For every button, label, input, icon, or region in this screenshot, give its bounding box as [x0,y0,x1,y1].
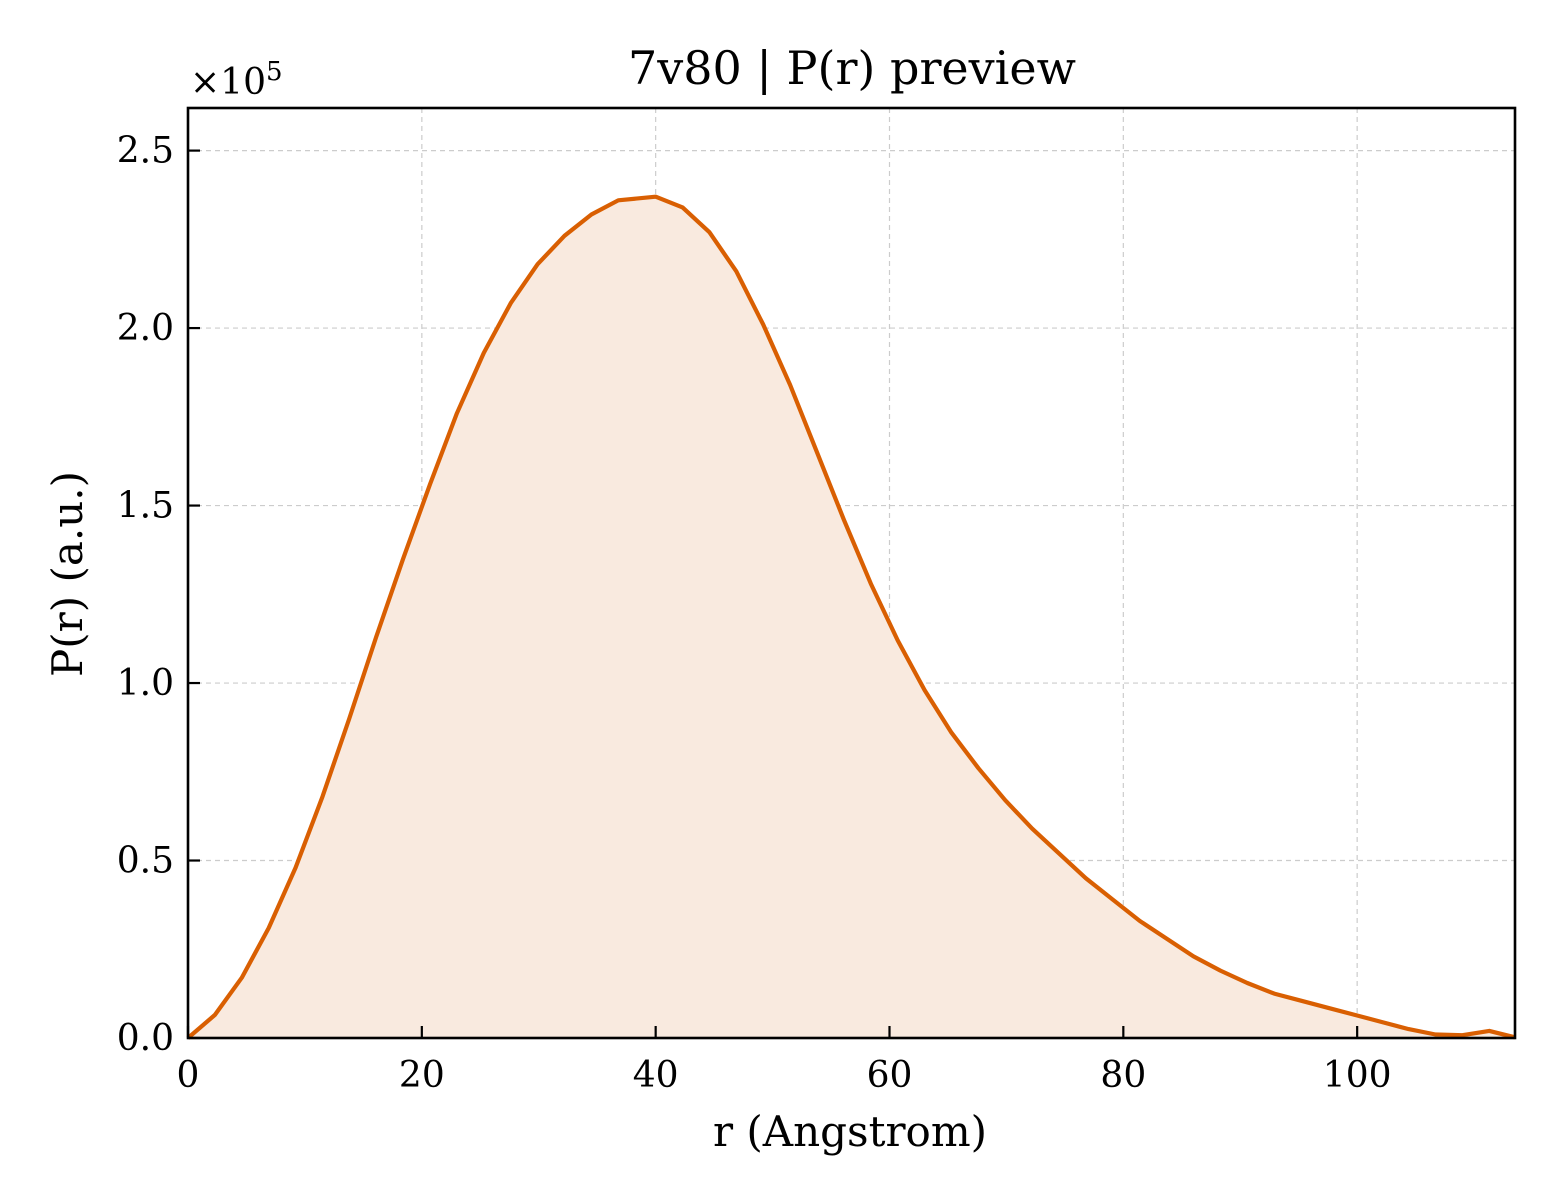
x-tick-label: 0 [177,1055,200,1096]
x-tick-label: 40 [633,1055,679,1096]
chart-title: 7v80 | P(r) preview [628,41,1076,95]
y-tick-label: 1.5 [117,486,174,527]
x-tick-label: 100 [1323,1055,1392,1096]
y-axis-multiplier: ×105 [190,57,283,103]
y-tick-label: 1.0 [117,663,174,704]
x-tick-label: 80 [1100,1055,1146,1096]
x-axis-label: r (Angstrom) [713,1107,987,1156]
plot-frame [186,106,1517,1040]
y-axis-label: P(r) (a.u.) [43,471,92,677]
x-tick-label: 20 [399,1055,445,1096]
pr-series-line [186,194,1516,1040]
axis-ticks [186,149,1359,1040]
y-axis-multiplier-base: ×10 [190,62,266,103]
y-axis-multiplier-exponent: 5 [266,57,283,87]
pr-area-fill [188,196,1515,1038]
x-tick-label: 60 [867,1055,913,1096]
y-tick-label: 2.0 [117,308,174,349]
y-tick-label: 0.5 [117,841,174,882]
y-tick-label: 0.0 [117,1018,174,1059]
y-tick-label: 2.5 [117,131,174,172]
